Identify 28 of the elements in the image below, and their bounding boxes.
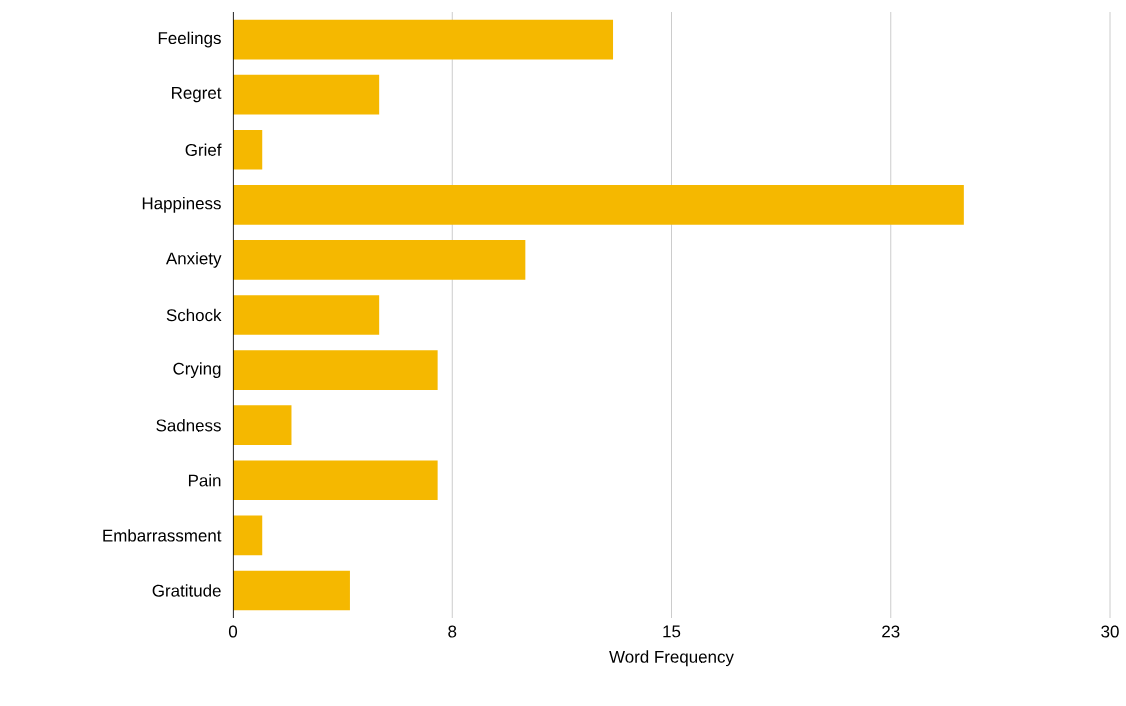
- y-tick-label: Grief: [185, 143, 222, 156]
- x-tick-label: 8: [448, 625, 457, 638]
- y-tick-label: Crying: [173, 362, 221, 378]
- y-tick-label: Sadness: [156, 418, 221, 432]
- x-tick-label: 30: [1101, 625, 1119, 638]
- y-tick-label: Embarrassment: [103, 529, 222, 542]
- bar: [233, 460, 438, 501]
- y-tick-label: Gratitude: [152, 584, 221, 597]
- y-tick-label: Regret: [172, 87, 222, 103]
- bar: [233, 515, 263, 556]
- bar: [233, 129, 263, 170]
- y-tick-label: Feelings: [158, 31, 221, 48]
- x-axis-title: Word Frequency: [609, 650, 734, 667]
- bar: [233, 19, 614, 60]
- bar: [233, 405, 292, 446]
- x-tick-label: 15: [663, 625, 681, 638]
- y-tick-label: Pain: [188, 474, 221, 487]
- bar: [233, 184, 964, 225]
- bar: [233, 74, 380, 115]
- y-tick-label: Anxiety: [165, 252, 222, 268]
- bar: [233, 350, 438, 390]
- bar: [233, 240, 526, 280]
- x-tick-label: 0: [228, 625, 238, 638]
- y-tick-label: Happiness: [142, 196, 221, 213]
- bar: [233, 570, 350, 611]
- x-tick-label: 23: [882, 625, 900, 638]
- bar: [233, 295, 380, 335]
- y-tick-label: Schock: [166, 308, 222, 322]
